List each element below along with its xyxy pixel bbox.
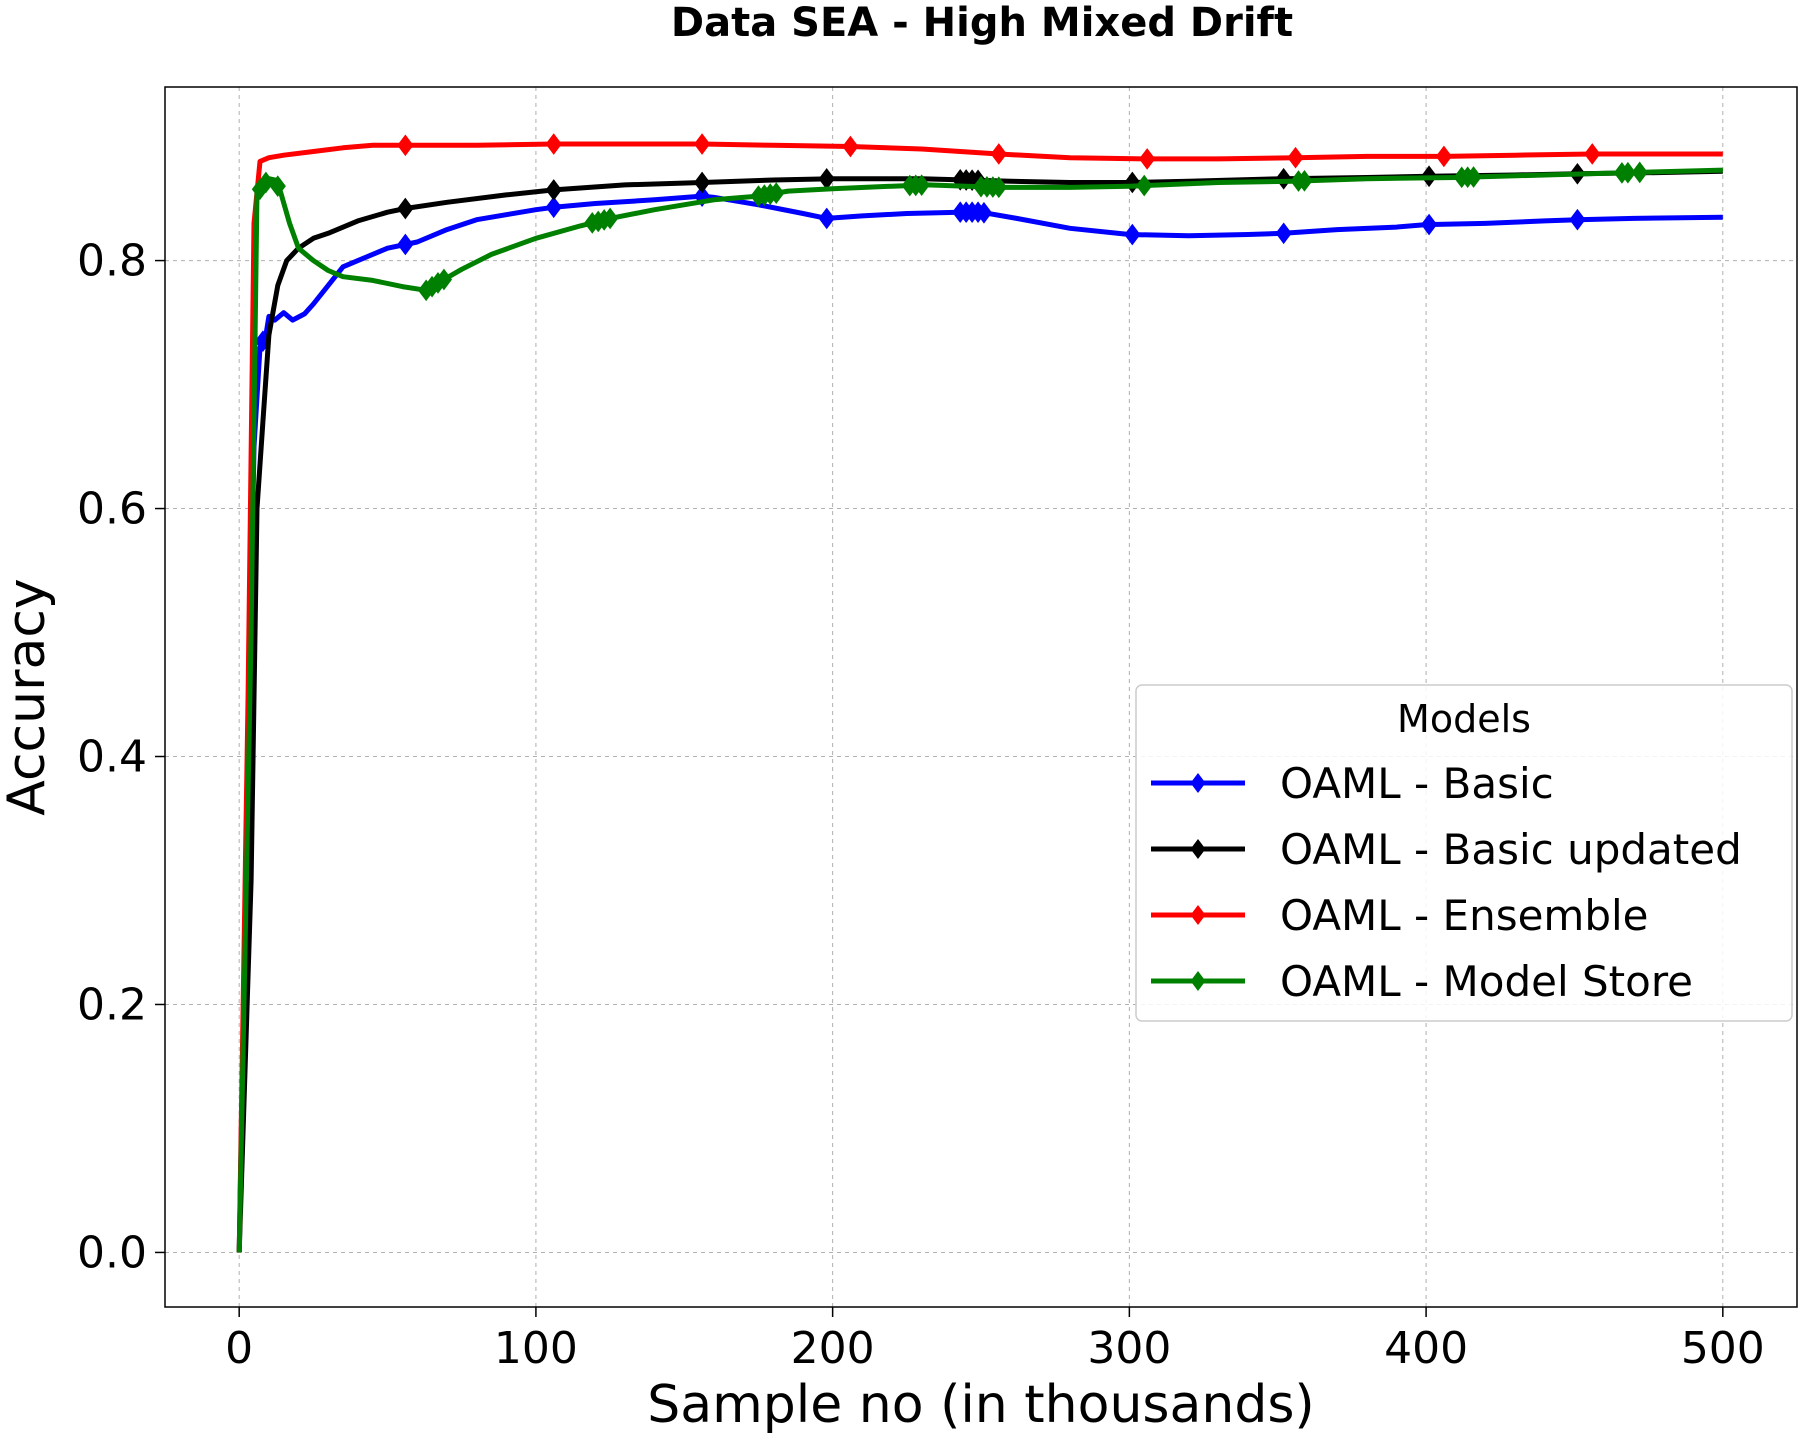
x-tick-label: 300 bbox=[1087, 1323, 1171, 1374]
series-marker bbox=[990, 143, 1007, 165]
series-marker bbox=[913, 174, 930, 196]
series-marker bbox=[1631, 161, 1648, 184]
series-marker bbox=[1435, 145, 1453, 168]
series-marker bbox=[818, 207, 835, 230]
series-marker bbox=[397, 233, 414, 256]
legend-entry: OAML - Basic bbox=[1151, 759, 1554, 808]
x-tick-label: 500 bbox=[1681, 1323, 1765, 1374]
legend-marker bbox=[1190, 773, 1206, 793]
chart-title: Data SEA - High Mixed Drift bbox=[671, 0, 1293, 46]
y-tick-label: 0.0 bbox=[77, 1227, 147, 1278]
series-marker bbox=[818, 168, 835, 190]
y-axis-label: Accuracy bbox=[0, 578, 57, 815]
series-marker bbox=[1139, 148, 1156, 170]
series-marker bbox=[693, 171, 711, 194]
y-tick-label: 0.4 bbox=[77, 732, 147, 783]
series-marker bbox=[435, 268, 453, 291]
x-tick-label: 100 bbox=[494, 1323, 578, 1374]
x-tick-label: 0 bbox=[225, 1323, 253, 1374]
legend-label: OAML - Basic bbox=[1280, 759, 1554, 808]
legend-entries: OAML - Basic OAML - Basic updated OAML - E… bbox=[1151, 759, 1742, 1006]
y-tick-label: 0.8 bbox=[77, 236, 147, 287]
series-marker bbox=[545, 196, 562, 219]
legend-marker bbox=[1190, 839, 1206, 859]
series-marker bbox=[768, 182, 785, 204]
series-3 bbox=[236, 133, 1723, 1253]
legend-label: OAML - Ensemble bbox=[1280, 891, 1649, 940]
y-axis: 0.0 0.2 0.4 0.6 0.8 bbox=[77, 236, 165, 1278]
series-marker bbox=[693, 133, 711, 155]
series-marker bbox=[601, 207, 619, 230]
series-layer bbox=[236, 133, 1723, 1253]
series-line bbox=[236, 141, 1723, 1253]
series-marker bbox=[1124, 171, 1141, 194]
series-marker bbox=[545, 179, 562, 201]
series-marker bbox=[397, 134, 414, 157]
legend-entry: OAML - Basic updated bbox=[1151, 825, 1742, 874]
y-tick-label: 0.6 bbox=[77, 484, 147, 535]
x-tick-label: 400 bbox=[1384, 1323, 1468, 1374]
series-marker bbox=[1465, 166, 1482, 188]
legend-marker bbox=[1190, 971, 1206, 991]
legend-entry: OAML - Ensemble bbox=[1151, 891, 1649, 940]
series-marker bbox=[1275, 222, 1292, 245]
series-marker bbox=[1619, 161, 1636, 184]
series-marker bbox=[1275, 167, 1292, 190]
plot-frame bbox=[164, 86, 1798, 1308]
series-marker bbox=[397, 197, 414, 220]
series-marker bbox=[1136, 174, 1153, 197]
legend-title: Models bbox=[1397, 697, 1531, 741]
series-marker bbox=[269, 175, 286, 198]
x-axis: 0 100 200 300 400 500 bbox=[225, 1307, 1765, 1374]
legend-marker bbox=[1190, 905, 1206, 925]
series-marker bbox=[257, 171, 275, 194]
legend-label: OAML - Basic updated bbox=[1280, 825, 1742, 874]
series-4 bbox=[236, 161, 1723, 1253]
series-marker bbox=[1296, 169, 1313, 192]
series-marker bbox=[1287, 146, 1304, 169]
series-marker bbox=[842, 135, 859, 158]
legend-box bbox=[1135, 684, 1793, 1022]
legend-entry: OAML - Model Store bbox=[1151, 957, 1693, 1006]
series-marker bbox=[990, 176, 1007, 199]
x-tick-label: 200 bbox=[791, 1323, 875, 1374]
series-marker bbox=[975, 201, 993, 224]
series-marker bbox=[1124, 223, 1141, 246]
y-tick-label: 0.2 bbox=[77, 979, 147, 1030]
series-marker bbox=[1584, 143, 1601, 165]
series-marker bbox=[1569, 208, 1586, 231]
series-marker bbox=[1420, 213, 1438, 236]
x-axis-label: Sample no (in thousands) bbox=[647, 1375, 1314, 1435]
legend-label: OAML - Model Store bbox=[1280, 957, 1693, 1006]
series-line bbox=[236, 193, 1723, 1253]
series-line bbox=[236, 167, 1723, 1253]
series-marker bbox=[545, 133, 562, 155]
